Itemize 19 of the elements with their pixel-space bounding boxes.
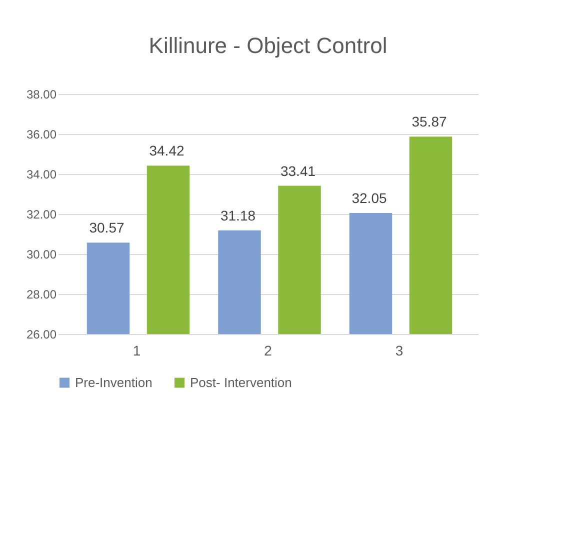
y-tick-label: 38.00 [26, 88, 57, 102]
y-tick-label: 28.00 [26, 288, 57, 302]
data-label: 35.87 [412, 114, 447, 130]
legend-label: Post- Intervention [190, 374, 292, 390]
x-tick-label: 3 [395, 342, 404, 358]
data-label: 30.57 [89, 220, 124, 236]
y-tick-label: 32.00 [26, 208, 57, 222]
y-tick-label: 30.00 [26, 248, 57, 262]
x-tick-label: 2 [264, 342, 272, 358]
y-tick-label: 36.00 [26, 128, 57, 142]
data-label: 34.42 [149, 142, 184, 159]
legend-label: Pre-Invention [75, 374, 152, 390]
data-label: 32.05 [352, 190, 387, 206]
chart-title: Killinure - Object Control [148, 33, 388, 58]
data-label: 31.18 [220, 207, 256, 224]
y-tick-label: 34.00 [26, 168, 57, 182]
data-label: 33.41 [280, 162, 316, 179]
y-tick-label: 26.00 [26, 328, 57, 342]
x-tick-label: 1 [132, 342, 141, 358]
